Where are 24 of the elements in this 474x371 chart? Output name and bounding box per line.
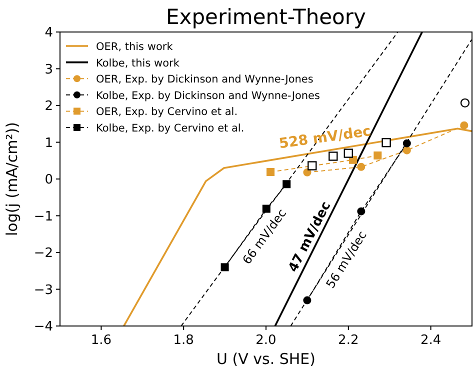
legend-label: Kolbe, this work — [96, 57, 180, 70]
x-tick-label: 2.2 — [338, 333, 359, 348]
annotation: 528 mV/dec — [278, 123, 372, 152]
legend-label: OER, this work — [96, 41, 174, 53]
x-tick-label: 1.6 — [90, 333, 112, 348]
legend-label: Kolbe, Exp. by Dickinson and Wynne-Jones — [96, 90, 320, 102]
x-tick-label: 2.4 — [420, 333, 442, 348]
legend-label: OER, Exp. by Dickinson and Wynne-Jones — [96, 74, 314, 86]
y-tick-label: −2 — [34, 246, 53, 261]
y-tick-label: 3 — [44, 62, 53, 78]
x-axis-title: U (V vs. SHE) — [216, 350, 316, 368]
y-tick-label: 1 — [44, 136, 53, 151]
y-tick-label: −1 — [34, 209, 53, 224]
y-tick-label: 4 — [44, 26, 53, 40]
x-tick-label: 2.0 — [256, 333, 276, 348]
y-tick-label: −4 — [34, 320, 53, 334]
chart-title: Experiment-Theory — [166, 5, 366, 29]
y-tick-label: 2 — [44, 99, 53, 114]
y-axis-title: log(j (mA/cm²)) — [3, 122, 21, 236]
x-tick-label: 1.8 — [173, 333, 194, 348]
y-tick-label: 0 — [44, 172, 53, 188]
legend-label: Kolbe, Exp. by Cervino et al. — [96, 122, 244, 134]
legend-label: OER, Exp. by Cervino et al. — [96, 106, 238, 118]
y-tick-label: −3 — [34, 282, 53, 298]
